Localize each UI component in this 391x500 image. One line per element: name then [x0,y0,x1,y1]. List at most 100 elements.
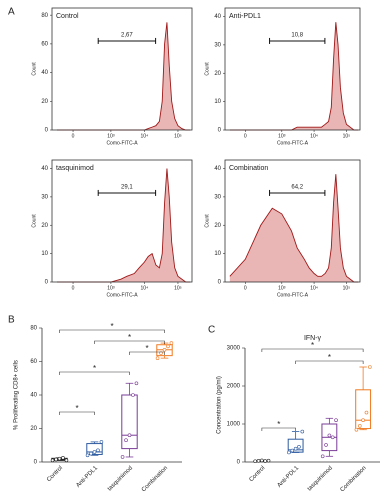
y-tick-label: 40 [214,14,221,20]
y-tick-label: 40 [30,393,37,399]
x-axis-label: Como-FITC-A [277,292,309,298]
data-point [61,456,65,460]
y-axis-label: Count [31,214,37,228]
y-tick-label: 80 [30,326,37,332]
y-axis-label: % Proliferating CD8+ cells [14,360,20,430]
data-point [54,457,58,462]
x-tick-label: 10⁴ [141,133,149,139]
x-tick-label: Control [46,465,64,483]
panel-label: B [8,315,15,326]
y-tick-label: 60 [30,359,37,365]
x-axis-label: Como-FITC-A [106,140,138,146]
x-tick-label: 10³ [278,285,286,291]
significance-label: * [277,420,280,429]
significance-bracket [59,329,165,333]
x-tick-label: Control [248,465,266,483]
data-point [85,453,90,458]
y-tick-label: 10 [214,99,221,105]
data-point [368,365,372,369]
y-tick-label: 20 [214,223,221,229]
y-axis-label: Count [204,214,210,228]
y-tick-label: 2000 [227,384,241,390]
plot-title: tasquinimod [56,165,94,172]
data-point [50,458,55,463]
data-point [92,450,97,454]
box [121,394,138,450]
y-tick-label: 0 [237,460,241,466]
gate-label: 10,8 [291,33,303,39]
y-tick-label: 10 [214,251,221,257]
y-tick-label: 20 [41,223,48,229]
significance-bracket [261,427,296,431]
data-point [99,440,104,444]
y-tick-label: 0 [45,280,49,286]
x-tick-label: 10⁵ [343,285,351,291]
plot-title: Anti-PDL1 [229,13,261,20]
x-tick-label: tasquinimod [107,465,134,492]
y-axis-label: Concentration (pg/ml) [217,376,223,434]
y-tick-label: 1000 [227,422,241,428]
data-point [290,448,295,453]
data-point [364,410,369,415]
x-tick-label: 10⁵ [174,133,182,139]
data-point [124,438,128,443]
y-axis-label: Count [204,62,210,76]
x-tick-label: 10⁵ [174,285,182,291]
data-point [162,347,167,352]
data-point [256,459,261,463]
data-point [64,458,69,463]
x-tick-label: 10⁴ [310,133,318,139]
significance-bracket [59,371,130,375]
x-tick-label: 10³ [107,133,115,139]
x-tick-label: 10³ [107,285,115,291]
data-point [169,341,174,345]
box [355,389,372,430]
histogram-fill [229,174,359,282]
data-point [300,429,305,434]
y-tick-label: 10 [41,251,48,257]
data-point [361,418,365,423]
x-tick-label: 10⁵ [343,133,351,139]
significance-bracket [129,351,165,355]
plot-frame [224,7,361,131]
data-point [127,433,132,438]
data-point [324,443,328,447]
y-tick-label: 0 [218,280,222,286]
histogram-line [229,174,359,283]
x-tick-label: 0 [72,133,75,139]
data-point [120,455,125,459]
data-point [166,344,170,349]
significance-bracket [261,348,364,352]
plot-title: IFN-γ [304,335,322,342]
y-tick-label: 20 [30,426,37,432]
box [86,443,103,455]
data-point [253,459,257,464]
x-tick-label: Combination [340,465,368,493]
panel-label: C [208,325,215,336]
y-tick-label: 0 [45,128,49,134]
x-axis-label: Como-FITC-A [106,292,138,298]
x-tick-label: Anti-PDL1 [75,465,99,489]
significance-label: * [128,333,131,342]
y-tick-label: 3000 [227,346,241,352]
gate-label: 2,67 [121,33,133,39]
x-tick-label: 0 [72,285,75,291]
data-point [287,450,291,455]
y-tick-label: 0 [218,128,222,134]
significance-label: * [110,322,113,331]
y-tick-label: 30 [214,42,221,48]
y-axis-label: Count [31,62,37,76]
y-tick-label: 20 [214,71,221,77]
plot-title: Combination [229,165,268,172]
significance-label: * [328,353,331,362]
significance-label: * [93,364,96,373]
plot-frame [51,7,193,131]
y-tick-label: 30 [214,194,221,200]
data-point [354,427,359,432]
data-point [159,351,163,355]
y-tick-label: 80 [41,13,48,19]
data-point [89,451,93,456]
x-tick-label: Anti-PDL1 [277,465,301,489]
data-point [96,448,100,453]
